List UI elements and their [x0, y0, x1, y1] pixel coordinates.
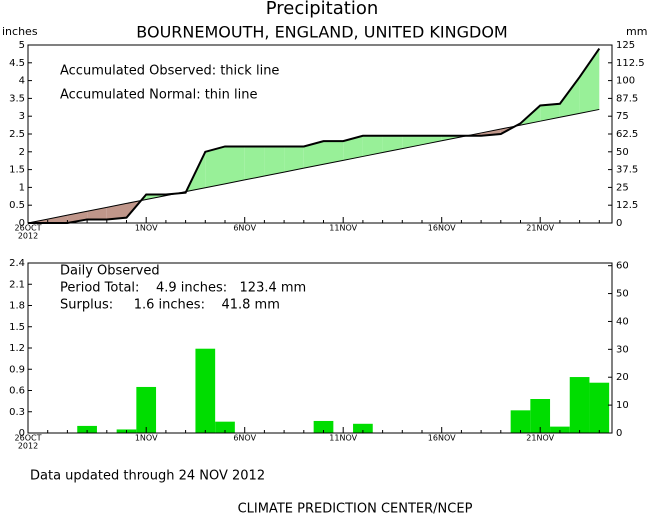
- chart-title: Precipitation: [266, 0, 379, 19]
- y2-tick-label: 62.5: [616, 129, 638, 140]
- x-year-label: 2012: [18, 442, 38, 451]
- series-line: [27, 108, 600, 224]
- x-tick-label: 11NOV: [329, 224, 357, 233]
- annotation: Accumulated Observed: thick line: [60, 64, 279, 79]
- surplus-fill: [343, 135, 363, 161]
- y2-tick-label: 50: [616, 289, 629, 300]
- y-tick-label: 0: [19, 218, 25, 229]
- y-tick-label: 4.5: [9, 58, 25, 69]
- surplus-fill: [303, 141, 324, 169]
- surplus-fill: [362, 135, 383, 157]
- y2-tick-label: 112.5: [616, 58, 645, 69]
- y2-tick-label: 30: [616, 344, 629, 355]
- annotation: Surplus: 1.6 inches: 41.8 mm: [60, 298, 280, 313]
- y2-axis-label: mm: [626, 25, 647, 38]
- surplus-fill: [559, 77, 580, 118]
- y-tick-label: 0.5: [9, 200, 25, 211]
- y-tick-label: 3.5: [9, 93, 25, 104]
- x-year-label: 2012: [18, 232, 38, 241]
- surplus-fill: [205, 146, 225, 188]
- bar: [136, 386, 157, 433]
- y2-tick-label: 87.5: [616, 93, 638, 104]
- x-tick-label: 6NOV: [233, 434, 256, 443]
- x-tick-label: 26OCT: [15, 224, 42, 233]
- chart-subtitle: BOURNEMOUTH, ENGLAND, UNITED KINGDOM: [136, 23, 507, 42]
- x-tick-label: 26OCT: [15, 434, 42, 443]
- deficit-fill: [106, 203, 127, 220]
- y2-tick-label: 37.5: [616, 165, 638, 176]
- y2-tick-label: 40: [616, 316, 629, 327]
- x-tick-label: 11NOV: [329, 434, 357, 443]
- annotation: Accumulated Normal: thin line: [60, 88, 258, 103]
- y-tick-label: 5: [19, 40, 25, 51]
- y-tick-label: 2.4: [9, 258, 25, 269]
- deficit-fill: [47, 215, 68, 223]
- x-tick-label: 16NOV: [428, 224, 456, 233]
- footer-source: CLIMATE PREDICTION CENTER/NCEP: [238, 502, 473, 517]
- y2-tick-label: 60: [616, 261, 629, 272]
- surplus-fill: [284, 146, 304, 173]
- surplus-fill: [382, 135, 403, 153]
- y2-tick-label: 25: [616, 182, 629, 193]
- surplus-fill: [323, 141, 344, 165]
- bar: [353, 423, 373, 433]
- surplus-fill: [225, 146, 245, 184]
- y-tick-label: 0.9: [9, 364, 25, 375]
- x-tick-label: 21NOV: [526, 434, 554, 443]
- bar: [510, 410, 531, 433]
- y2-tick-label: 10: [616, 400, 629, 411]
- y-tick-label: 2.1: [9, 279, 25, 290]
- bar: [550, 426, 570, 433]
- bar: [569, 377, 590, 433]
- surplus-fill: [579, 48, 600, 114]
- bar: [530, 399, 551, 433]
- x-tick-label: 1NOV: [135, 224, 158, 233]
- y-tick-label: 0.3: [9, 407, 25, 418]
- surplus-fill: [540, 103, 560, 122]
- y-tick-label: 2.5: [9, 129, 25, 140]
- y2-tick-label: 20: [616, 372, 629, 383]
- x-tick-label: 1NOV: [135, 434, 158, 443]
- surplus-fill: [244, 146, 265, 180]
- footer-updated: Data updated through 24 NOV 2012: [30, 469, 265, 484]
- bar: [589, 382, 610, 433]
- surplus-fill: [264, 146, 285, 177]
- y-tick-label: 2: [19, 147, 25, 158]
- y-tick-label: 1.5: [9, 322, 25, 333]
- y-axis-label: inches: [2, 25, 38, 38]
- y-tick-label: 1.8: [9, 301, 25, 312]
- bar: [215, 421, 235, 433]
- x-tick-label: 6NOV: [233, 224, 256, 233]
- y-tick-label: 1.2: [9, 343, 25, 354]
- y2-tick-label: 0: [616, 428, 622, 439]
- y2-tick-label: 100: [616, 76, 635, 87]
- bar: [77, 425, 97, 433]
- annotation: Daily Observed: [60, 264, 160, 279]
- y-tick-label: 3: [19, 111, 25, 122]
- y-tick-label: 0.6: [9, 386, 25, 397]
- y-tick-label: 0: [19, 428, 25, 439]
- y2-tick-label: 50: [616, 147, 629, 158]
- y-tick-label: 1.5: [9, 165, 25, 176]
- y2-tick-label: 0: [616, 218, 622, 229]
- y2-tick-label: 75: [616, 111, 629, 122]
- y-tick-label: 4: [19, 76, 25, 87]
- annotation: Period Total: 4.9 inches: 123.4 mm: [60, 281, 306, 296]
- x-tick-label: 16NOV: [428, 434, 456, 443]
- bar: [195, 348, 216, 433]
- series-line: [28, 47, 601, 224]
- y2-tick-label: 12.5: [616, 200, 638, 211]
- bar: [313, 420, 334, 433]
- x-tick-label: 21NOV: [526, 224, 554, 233]
- y-tick-label: 1: [19, 182, 25, 193]
- surplus-fill: [422, 135, 442, 145]
- y2-tick-label: 125: [616, 40, 635, 51]
